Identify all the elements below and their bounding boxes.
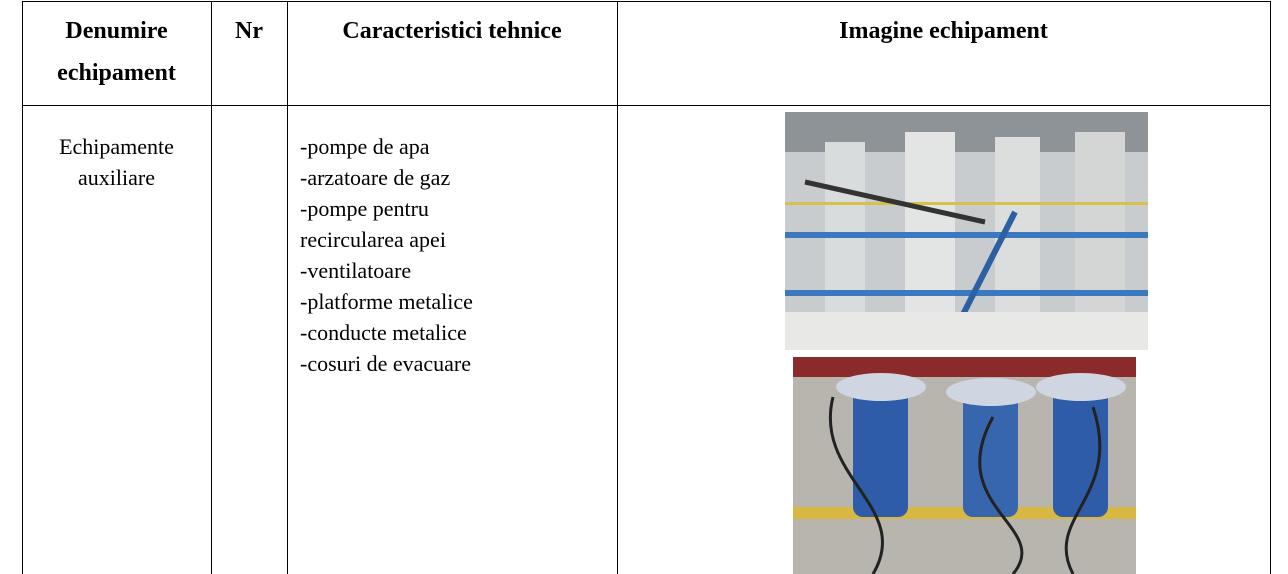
characteristic-item: -ventilatoare bbox=[300, 258, 412, 283]
header-cell: Caracteristici tehnice bbox=[342, 18, 562, 44]
characteristic-item: -pompe de apa bbox=[300, 134, 430, 159]
table-border bbox=[617, 1, 618, 574]
header-cell: Nr bbox=[235, 18, 263, 44]
equipment-photo bbox=[785, 112, 1148, 350]
equipment-name: auxiliare bbox=[78, 165, 155, 190]
table-border bbox=[22, 1, 1271, 2]
equipment-name: Echipamente bbox=[59, 134, 174, 159]
table-border bbox=[287, 1, 288, 574]
table-border bbox=[1270, 1, 1271, 574]
characteristic-item: -platforme metalice bbox=[300, 289, 473, 314]
table-border bbox=[22, 105, 1271, 106]
table-border bbox=[22, 1, 23, 574]
characteristic-item: -pompe pentru bbox=[300, 196, 429, 221]
characteristic-item: -cosuri de evacuare bbox=[300, 351, 472, 376]
characteristic-item: recircularea apei bbox=[300, 227, 446, 252]
equipment-photo bbox=[793, 357, 1136, 574]
characteristic-item: -arzatoare de gaz bbox=[300, 165, 451, 190]
header-cell: Denumire echipament bbox=[57, 18, 176, 86]
header-cell: Imagine echipament bbox=[839, 18, 1048, 44]
characteristic-item: -conducte metalice bbox=[300, 320, 467, 345]
table-border bbox=[211, 1, 212, 574]
